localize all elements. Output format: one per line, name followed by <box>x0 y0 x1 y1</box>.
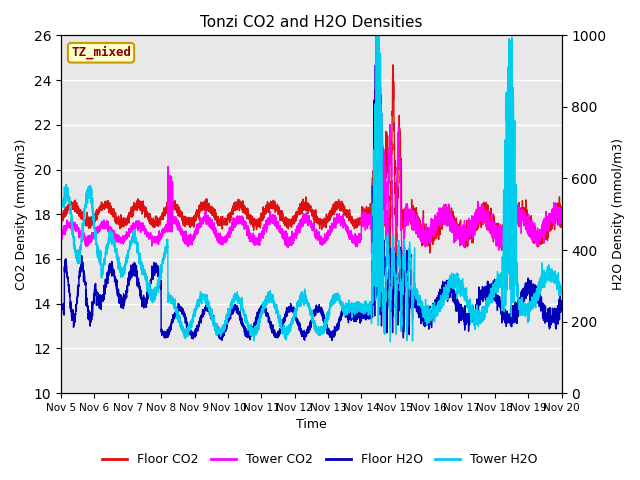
Title: Tonzi CO2 and H2O Densities: Tonzi CO2 and H2O Densities <box>200 15 422 30</box>
Text: TZ_mixed: TZ_mixed <box>71 46 131 60</box>
Y-axis label: H2O Density (mmol/m3): H2O Density (mmol/m3) <box>612 138 625 290</box>
Legend: Floor CO2, Tower CO2, Floor H2O, Tower H2O: Floor CO2, Tower CO2, Floor H2O, Tower H… <box>97 448 543 471</box>
X-axis label: Time: Time <box>296 419 326 432</box>
Y-axis label: CO2 Density (mmol/m3): CO2 Density (mmol/m3) <box>15 139 28 290</box>
